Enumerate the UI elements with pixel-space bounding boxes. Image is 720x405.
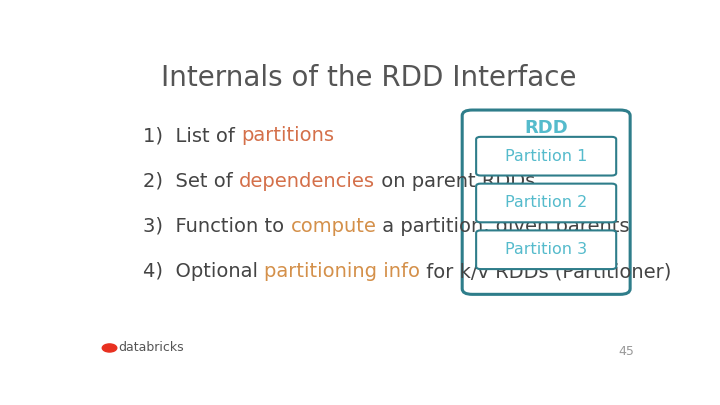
Text: RDD: RDD [524, 119, 568, 137]
Circle shape [102, 344, 117, 352]
Text: partitioning info: partitioning info [264, 262, 420, 281]
Text: Partition 3: Partition 3 [505, 242, 588, 257]
Text: 45: 45 [618, 345, 634, 358]
FancyBboxPatch shape [462, 110, 630, 294]
Text: databricks: databricks [118, 341, 184, 354]
Text: Partition 2: Partition 2 [505, 196, 588, 211]
FancyBboxPatch shape [476, 183, 616, 222]
Text: 2)  Set of: 2) Set of [143, 172, 239, 191]
Text: 1)  List of: 1) List of [143, 126, 241, 145]
Text: a partition, given parents: a partition, given parents [377, 217, 630, 236]
Text: Internals of the RDD Interface: Internals of the RDD Interface [161, 64, 577, 92]
Text: 3)  Function to: 3) Function to [143, 217, 290, 236]
Text: for k/v RDDs (Partitioner): for k/v RDDs (Partitioner) [420, 262, 672, 281]
Text: Partition 1: Partition 1 [505, 149, 588, 164]
Text: partitions: partitions [241, 126, 334, 145]
Text: 4)  Optional: 4) Optional [143, 262, 264, 281]
FancyBboxPatch shape [476, 137, 616, 175]
FancyBboxPatch shape [476, 230, 616, 269]
Text: compute: compute [290, 217, 377, 236]
Text: dependencies: dependencies [239, 172, 375, 191]
Text: on parent RDDs: on parent RDDs [375, 172, 535, 191]
